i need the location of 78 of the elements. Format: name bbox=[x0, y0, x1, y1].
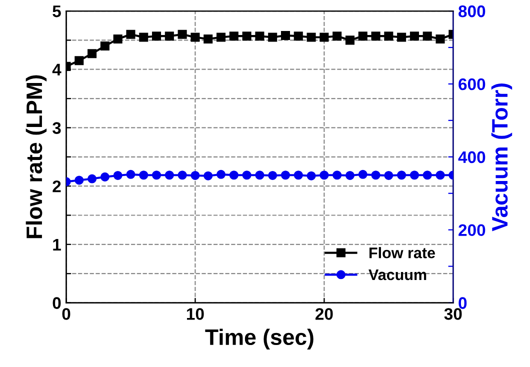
point bbox=[100, 42, 110, 51]
point bbox=[397, 32, 406, 42]
point bbox=[294, 170, 303, 180]
point bbox=[280, 31, 290, 40]
point bbox=[74, 56, 84, 66]
y2-tick-label: 600 bbox=[458, 78, 486, 90]
point bbox=[190, 32, 200, 42]
point bbox=[242, 170, 252, 180]
y2-axis-title: Vacuum (Torr) bbox=[491, 83, 512, 232]
point bbox=[306, 32, 316, 42]
point bbox=[268, 32, 278, 42]
point bbox=[436, 170, 445, 180]
x-tick-label: 20 bbox=[315, 308, 333, 320]
point bbox=[294, 32, 303, 41]
point bbox=[190, 170, 200, 180]
point bbox=[320, 32, 329, 42]
point bbox=[410, 32, 419, 41]
y2-tick-label: 200 bbox=[458, 224, 486, 236]
point bbox=[152, 170, 162, 180]
point bbox=[178, 30, 187, 39]
x-tick-label: 30 bbox=[444, 308, 462, 320]
y-tick-label: 5 bbox=[52, 6, 61, 18]
point bbox=[397, 170, 406, 180]
point bbox=[229, 170, 238, 180]
point bbox=[306, 171, 316, 180]
y-tick-label: 3 bbox=[52, 122, 61, 134]
y-tick-label: 4 bbox=[52, 64, 62, 76]
point bbox=[88, 174, 97, 184]
point bbox=[358, 170, 368, 179]
y-tick-label: 0 bbox=[52, 297, 61, 309]
x-tick-label: 0 bbox=[62, 308, 70, 320]
point bbox=[164, 32, 174, 41]
point bbox=[216, 32, 226, 42]
y-axis-title: Flow rate (LPM) bbox=[26, 75, 47, 238]
point bbox=[371, 170, 380, 180]
point bbox=[100, 172, 110, 182]
point bbox=[242, 32, 252, 41]
y2-tick-label: 400 bbox=[458, 151, 486, 164]
point bbox=[345, 170, 354, 180]
point bbox=[229, 32, 238, 41]
point bbox=[113, 34, 122, 44]
point bbox=[345, 36, 354, 45]
point bbox=[332, 32, 342, 41]
point bbox=[139, 170, 148, 180]
x-axis-title: Time (sec) bbox=[205, 328, 314, 350]
point bbox=[139, 32, 148, 42]
point bbox=[384, 32, 394, 41]
point bbox=[332, 170, 342, 180]
y2-tick-label: 0 bbox=[458, 297, 467, 309]
point bbox=[320, 170, 329, 180]
point bbox=[384, 170, 394, 180]
point bbox=[255, 170, 264, 180]
point bbox=[152, 32, 162, 41]
point bbox=[255, 32, 264, 41]
point bbox=[74, 176, 84, 185]
point bbox=[113, 170, 122, 180]
point bbox=[88, 49, 97, 58]
x-tick-label: 10 bbox=[187, 308, 204, 320]
point bbox=[216, 170, 226, 179]
point bbox=[371, 32, 380, 41]
point bbox=[268, 170, 278, 180]
y2-tick-label: 800 bbox=[458, 5, 486, 18]
point bbox=[126, 30, 136, 39]
legend-label: Flow rate bbox=[369, 247, 436, 258]
point bbox=[164, 170, 174, 180]
legend-label: Vacuum bbox=[368, 270, 426, 280]
point bbox=[422, 32, 432, 41]
y-tick-label: 2 bbox=[52, 180, 61, 192]
point bbox=[358, 32, 368, 41]
point bbox=[280, 170, 290, 180]
point bbox=[204, 34, 213, 44]
point bbox=[436, 34, 445, 44]
point bbox=[204, 171, 213, 180]
y-tick-label: 1 bbox=[53, 238, 61, 250]
point bbox=[410, 170, 419, 180]
point bbox=[422, 170, 432, 180]
point bbox=[178, 170, 187, 180]
point bbox=[126, 170, 136, 179]
